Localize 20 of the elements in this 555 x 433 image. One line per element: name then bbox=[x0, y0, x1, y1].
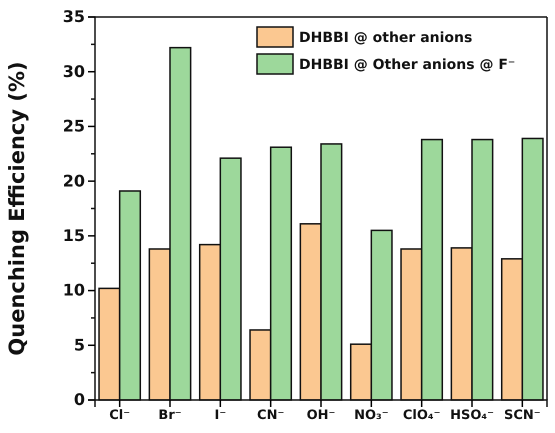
x-tick-label: Cl⁻ bbox=[109, 408, 130, 424]
x-tick-label: ClO₄⁻ bbox=[402, 408, 440, 424]
y-tick-label: 15 bbox=[62, 226, 85, 245]
x-tick-label: I⁻ bbox=[214, 408, 226, 424]
x-tick-label: CN⁻ bbox=[257, 408, 284, 424]
x-tick-label: OH⁻ bbox=[306, 408, 336, 424]
y-tick-label: 5 bbox=[74, 335, 85, 354]
y-tick-label: 35 bbox=[62, 7, 85, 26]
x-tick-label: HSO₄⁻ bbox=[450, 408, 494, 424]
y-tick-label: 10 bbox=[62, 280, 85, 300]
x-tick-label: SCN⁻ bbox=[504, 408, 541, 424]
y-tick-label: 0 bbox=[74, 390, 85, 410]
y-tick-label: 20 bbox=[62, 171, 85, 190]
x-tick-label: Br⁻ bbox=[158, 408, 182, 424]
y-axis-title: Quenching Efficiency (%) bbox=[5, 61, 29, 356]
legend-label: DHBBI @ other anions bbox=[299, 30, 472, 46]
y-tick-label: 25 bbox=[62, 116, 85, 136]
x-tick-label: NO₃⁻ bbox=[354, 408, 389, 424]
y-tick-label: 30 bbox=[62, 62, 85, 81]
legend-label: DHBBI @ Other anions @ F⁻ bbox=[299, 57, 516, 73]
